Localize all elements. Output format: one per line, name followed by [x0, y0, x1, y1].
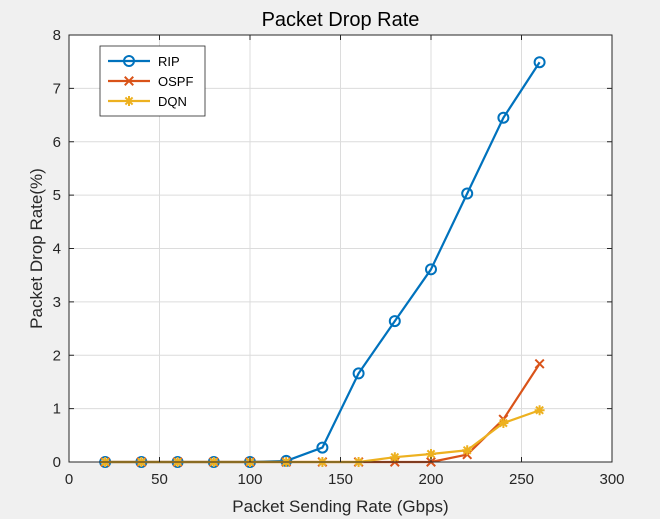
x-tick-label: 250	[509, 471, 534, 488]
y-tick-label: 8	[53, 27, 61, 44]
x-tick-label: 150	[328, 471, 353, 488]
y-tick-label: 0	[53, 454, 61, 471]
circle-marker	[352, 367, 365, 380]
legend-label: OSPF	[158, 74, 193, 89]
legend-item-rip: RIP	[108, 54, 180, 69]
x-marker	[124, 76, 134, 86]
chart-title: Packet Drop Rate	[262, 9, 420, 31]
y-tick-label: 4	[53, 241, 61, 258]
asterisk-marker	[498, 418, 509, 429]
y-tick-label: 6	[53, 134, 61, 151]
circle-marker	[425, 263, 437, 276]
x-tick-label: 50	[151, 471, 168, 488]
circle-marker	[461, 187, 474, 200]
legend-label: DQN	[158, 94, 187, 109]
asterisk-marker	[426, 448, 436, 459]
legend-item-ospf: OSPF	[108, 74, 193, 89]
circle-marker	[316, 441, 329, 454]
circle-marker	[123, 55, 135, 67]
x-tick-label: 0	[65, 471, 73, 488]
x-marker	[534, 358, 545, 369]
y-tick-label: 5	[53, 187, 61, 204]
y-axis-title: Packet Drop Rate(%)	[27, 168, 46, 329]
circle-marker	[388, 315, 401, 328]
circle-marker	[533, 56, 546, 69]
asterisk-marker	[389, 452, 400, 463]
x-tick-label: 300	[599, 471, 624, 488]
circle-marker	[497, 111, 510, 124]
x-tick-label: 100	[237, 471, 262, 488]
x-axis-title: Packet Sending Rate (Gbps)	[232, 497, 448, 516]
y-tick-label: 7	[53, 80, 61, 97]
asterisk-marker	[462, 445, 473, 456]
legend-item-dqn: DQN	[108, 94, 187, 109]
asterisk-marker	[124, 96, 134, 106]
asterisk-marker	[534, 405, 545, 416]
y-tick-label: 2	[53, 347, 61, 364]
y-tick-label: 3	[53, 294, 61, 311]
legend-label: RIP	[158, 54, 180, 69]
x-tick-label: 200	[418, 471, 443, 488]
legend: RIP OSPF DQN	[99, 45, 206, 117]
y-tick-label: 1	[53, 401, 61, 418]
axis-ticks: 0 50 100 150 200 250 300 0 1 2 3 4 5 6 7 8	[53, 27, 625, 488]
